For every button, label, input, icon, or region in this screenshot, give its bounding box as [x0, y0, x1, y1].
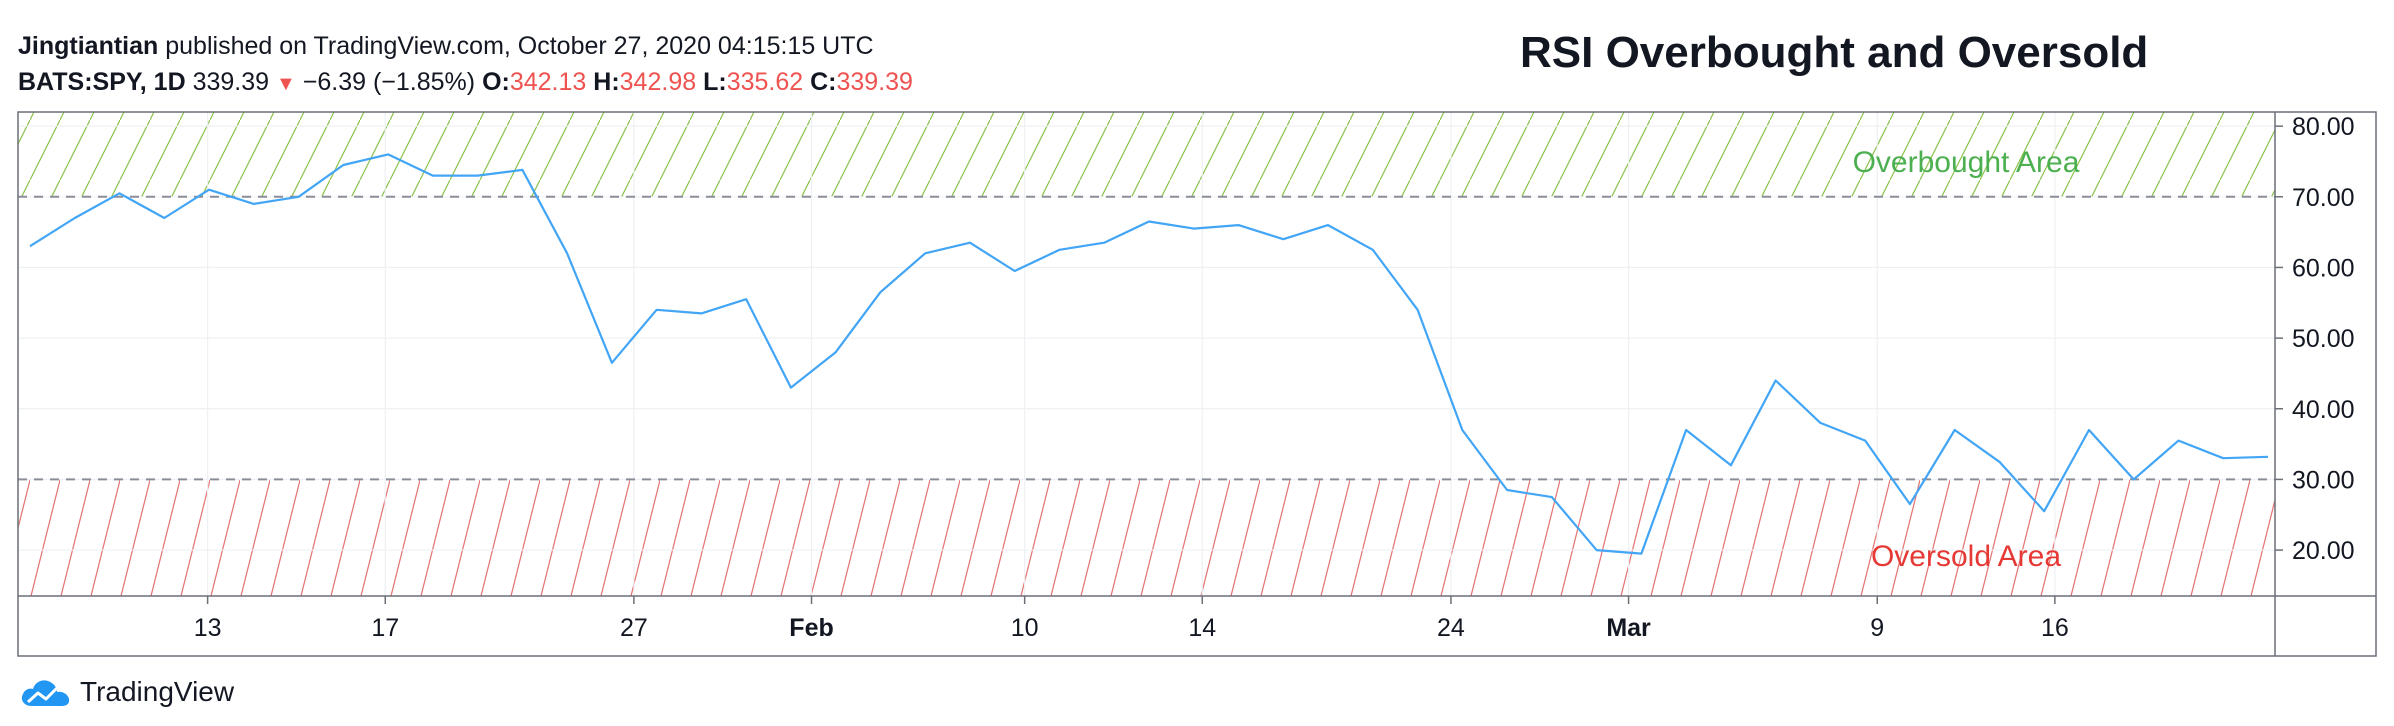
x-tick-label: 16 — [2041, 614, 2069, 642]
publish-info: Jingtiantian published on TradingView.co… — [18, 30, 913, 62]
footer: TradingView — [18, 676, 234, 708]
low-value: 335.62 — [726, 68, 804, 96]
oversold-area-label: Oversold Area — [1871, 540, 2061, 573]
y-tick-label: 40.00 — [2292, 396, 2355, 424]
x-tick-label: 17 — [371, 614, 399, 642]
chart-frame — [17, 111, 2377, 657]
x-tick-label: 24 — [1437, 614, 1465, 642]
y-tick-label: 70.00 — [2292, 184, 2355, 212]
x-tick-label: Mar — [1606, 614, 1651, 642]
high-label: H: — [593, 68, 620, 96]
y-tick-label: 20.00 — [2292, 537, 2355, 565]
x-tick-label: Feb — [789, 614, 833, 642]
price-change: −6.39 (−1.85%) — [302, 68, 476, 96]
y-tick-label: 60.00 — [2292, 254, 2355, 282]
open-label: O: — [482, 68, 510, 96]
tradingview-cloud-icon[interactable] — [18, 676, 72, 708]
x-tick-label: 13 — [194, 614, 222, 642]
low-label: L: — [703, 68, 727, 96]
y-tick-label: 30.00 — [2292, 466, 2355, 494]
close-value: 339.39 — [836, 68, 913, 96]
symbol-info: BATS:SPY, 1D 339.39 ▼ −6.39 (−1.85%) O:3… — [18, 66, 913, 100]
x-tick-label: 9 — [1870, 614, 1884, 642]
open-value: 342.13 — [509, 68, 587, 96]
x-tick-label: 14 — [1188, 614, 1216, 642]
overbought-area-label: Overbought Area — [1853, 146, 2080, 179]
chart-header: Jingtiantian published on TradingView.co… — [18, 30, 913, 100]
y-tick-label: 80.00 — [2292, 113, 2355, 141]
high-value: 342.98 — [619, 68, 697, 96]
x-tick-label: 10 — [1011, 614, 1039, 642]
rsi-series-line[interactable] — [29, 153, 2269, 555]
x-tick-label: 27 — [620, 614, 648, 642]
y-tick-label: 50.00 — [2292, 325, 2355, 353]
published-text: published on TradingView.com, October 27… — [158, 32, 874, 60]
close-label: C: — [810, 68, 837, 96]
last-price: 339.39 — [192, 68, 270, 96]
chart-title: RSI Overbought and Oversold — [1520, 28, 2149, 77]
oversold-zone — [18, 479, 2275, 596]
brand-name[interactable]: TradingView — [80, 676, 235, 707]
author-name[interactable]: Jingtiantian — [18, 32, 159, 60]
triangle-down-icon: ▼ — [276, 73, 296, 95]
symbol-label: BATS:SPY, 1D — [18, 68, 186, 96]
